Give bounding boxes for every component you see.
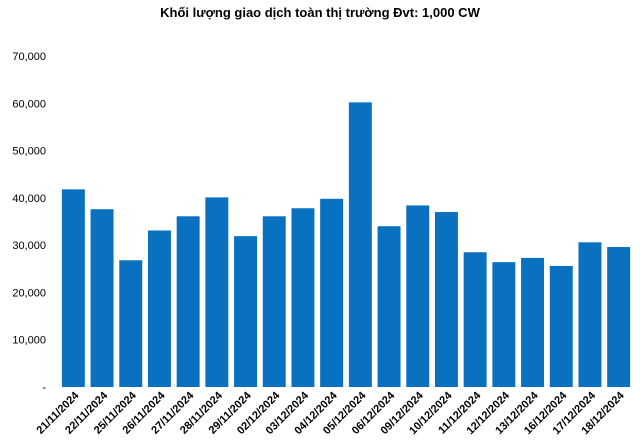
y-tick-label: 10,000 — [12, 335, 46, 347]
bar-25/11/2024 — [119, 260, 143, 387]
y-tick-label: 30,000 — [12, 240, 46, 252]
bar-29/11/2024 — [234, 236, 258, 387]
bar-28/11/2024 — [205, 197, 229, 387]
bar-12/12/2024 — [492, 262, 516, 387]
bar-16/12/2024 — [549, 265, 573, 387]
bar-05/12/2024 — [348, 102, 372, 387]
bars — [61, 102, 631, 387]
bar-22/11/2024 — [90, 209, 114, 387]
bar-21/11/2024 — [61, 189, 85, 387]
bar-09/12/2024 — [406, 205, 430, 387]
bar-03/12/2024 — [291, 208, 315, 387]
bar-06/12/2024 — [377, 226, 401, 387]
bar-02/12/2024 — [262, 216, 286, 387]
bar-26/11/2024 — [147, 230, 171, 387]
x-axis: 21/11/202422/11/202425/11/202426/11/2024… — [34, 389, 627, 437]
y-tick-label: 60,000 — [12, 98, 46, 110]
bar-17/12/2024 — [578, 242, 602, 387]
chart-title: Khối lượng giao dịch toàn thị trường Đvt… — [160, 5, 480, 20]
bar-18/12/2024 — [607, 247, 631, 387]
y-tick-label: 40,000 — [12, 193, 46, 205]
bar-10/12/2024 — [434, 212, 458, 387]
y-tick-label: 20,000 — [12, 287, 46, 299]
bar-27/11/2024 — [176, 216, 200, 387]
bar-11/12/2024 — [463, 252, 487, 387]
y-tick-label: - — [42, 382, 46, 394]
y-tick-label: 70,000 — [12, 51, 46, 63]
y-tick-label: 50,000 — [12, 146, 46, 158]
bar-04/12/2024 — [320, 198, 344, 387]
y-axis: - 10,000 20,000 30,000 40,000 50,000 60,000 70,… — [12, 51, 46, 394]
bar-13/12/2024 — [521, 257, 545, 387]
